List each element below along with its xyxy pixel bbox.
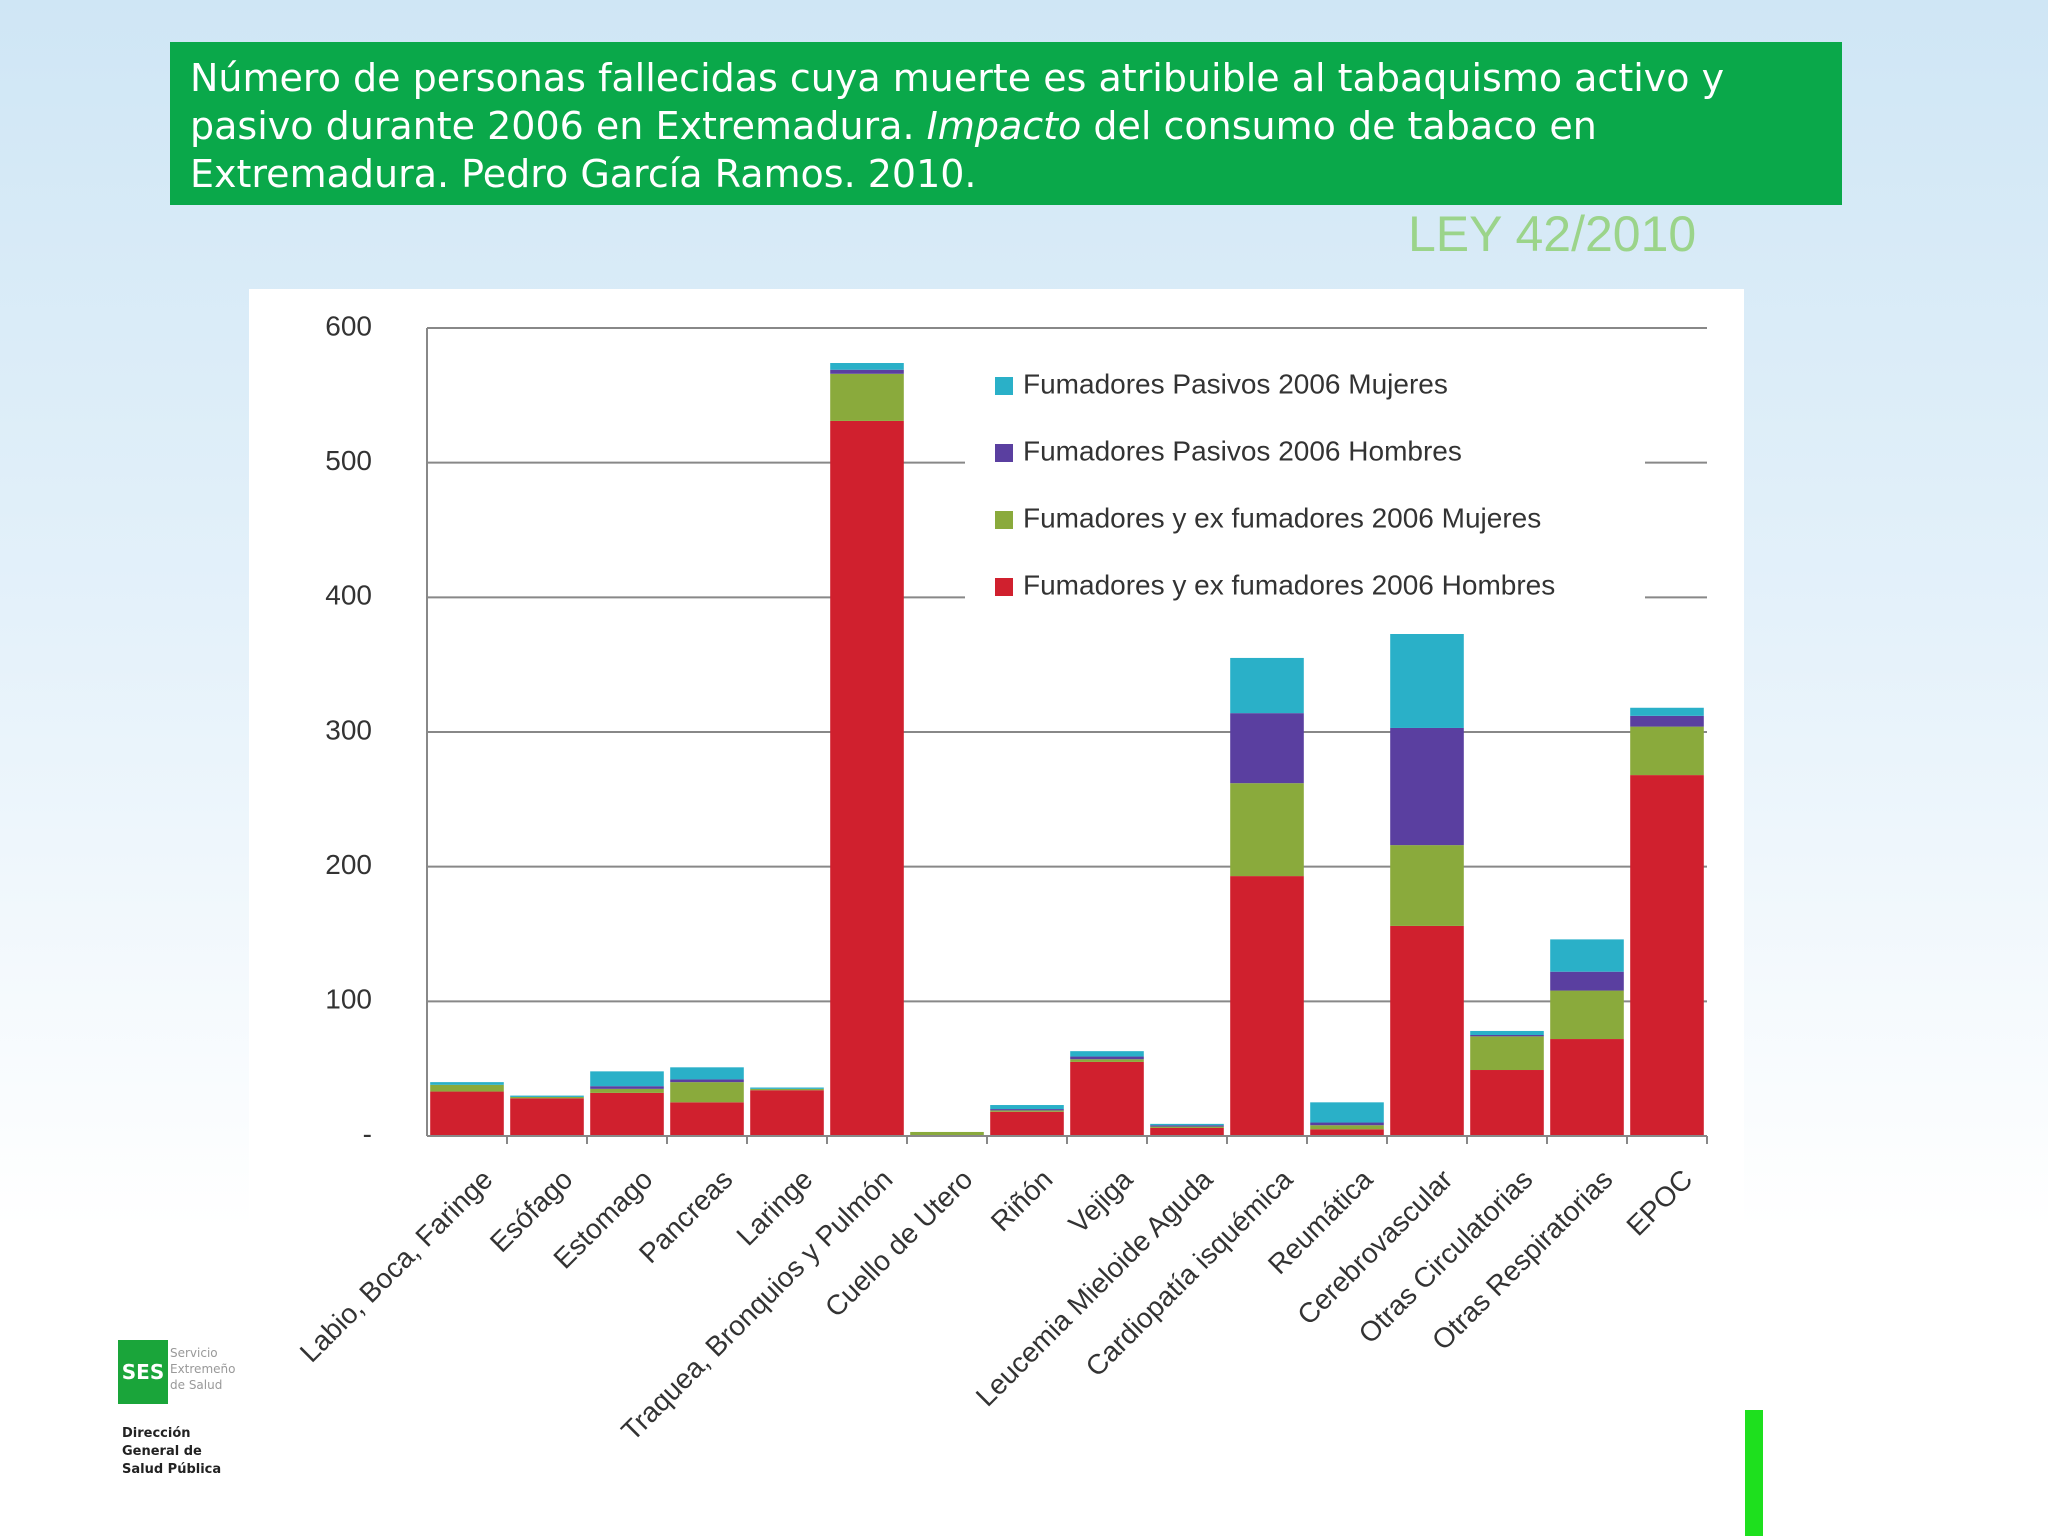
bar-segment [910,1131,984,1136]
y-tick-label: 300 [325,714,372,745]
bar-segment [1230,876,1304,1136]
bar-segment [1470,1035,1544,1037]
bar-segment [430,1084,504,1092]
legend-swatch [995,444,1013,462]
legend-swatch [995,377,1013,395]
title-text: Número de personas fallecidas cuya muert… [190,56,1725,148]
bar-segment [1390,925,1464,1136]
bar-segment [1230,713,1304,784]
law-label: LEY 42/2010 [1408,206,1697,262]
x-tick-label: Riñón [985,1164,1059,1238]
logo-text: Servicio Extremeño de Salud [170,1346,236,1392]
bar-segment [1230,783,1304,877]
bar-segment [830,363,904,370]
bar-segment [750,1087,824,1089]
bar-segment [1070,1059,1144,1062]
y-tick-label: - [363,1118,372,1149]
bar-segment [1070,1051,1144,1057]
x-tick-label: Vejiga [1063,1163,1139,1239]
bar-segment [1070,1061,1144,1136]
x-tick-label: Cuello de Utero [819,1164,978,1323]
bar-segment [590,1088,664,1093]
legend-swatch [995,511,1013,529]
bar-segment [1310,1129,1384,1136]
bar-segment [1390,845,1464,926]
legend-label: Fumadores y ex fumadores 2006 Hombres [1023,569,1555,600]
bar-segment [990,1110,1064,1112]
bar-segment [830,373,904,421]
legend-swatch [995,578,1013,596]
bar-segment [1390,621,1464,728]
bar-segment [1230,657,1304,714]
bar-segment [1390,727,1464,846]
legend-label: Fumadores Pasivos 2006 Mujeres [1023,368,1448,399]
legend-background [965,346,1645,634]
bar-segment [510,1095,584,1097]
bar-segment [990,1111,1064,1136]
bar-segment [430,1082,504,1085]
logo: SES [118,1340,168,1404]
bar-segment [1150,1126,1224,1128]
y-tick-label: 100 [325,984,372,1015]
bar-segment [990,1109,1064,1111]
bar-segment [1310,1102,1384,1123]
slide-title: Número de personas fallecidas cuya muert… [170,42,1842,205]
bar-segment [1150,1123,1224,1126]
x-tick-label: EPOC [1620,1164,1698,1242]
bar-segment [590,1071,664,1087]
y-tick-label: 600 [325,310,372,341]
bar-segment [1310,1122,1384,1126]
bar-segment [1630,726,1704,776]
bar-segment [670,1082,744,1103]
bar-segment [1150,1125,1224,1127]
bar-segment [510,1098,584,1136]
bar-segment [430,1091,504,1136]
bar-segment [830,369,904,374]
bar-segment [1470,1036,1544,1071]
bar-segment [990,1105,1064,1110]
bar-segment [1470,1070,1544,1136]
bar-segment [750,1090,824,1136]
department: Dirección General de Salud Pública [122,1426,222,1477]
bar-segment [1550,939,1624,972]
title-italic: Impacto [926,104,1082,148]
y-tick-label: 500 [325,445,372,476]
bar-segment [670,1102,744,1136]
bar-segment [830,420,904,1136]
bar-segment [1630,775,1704,1136]
bar-segment [590,1092,664,1136]
bar-segment [1470,1030,1544,1035]
bar-segment [1630,707,1704,716]
legend-label: Fumadores y ex fumadores 2006 Mujeres [1023,502,1541,533]
bar-segment [1630,715,1704,727]
bar-segment [1150,1127,1224,1136]
y-tick-label: 200 [325,849,372,880]
bar-segment [1550,1039,1624,1136]
bar-segment [1070,1056,1144,1060]
bar-segment [670,1067,744,1080]
bar-segment [1310,1125,1384,1130]
title-text: del consumo de tabaco en Extremadura. Pe… [190,104,1597,196]
bar-segment [1550,971,1624,991]
x-tick-label: Labio, Boca, Faringe [294,1164,499,1369]
y-tick-label: 400 [325,580,372,611]
bar-segment [590,1086,664,1089]
bar-segment [1550,990,1624,1040]
legend-label: Fumadores Pasivos 2006 Hombres [1023,435,1462,466]
bar-segment [750,1088,824,1091]
decor-bar [1745,1410,1763,1536]
bar-segment [670,1079,744,1083]
bar-segment [510,1096,584,1099]
